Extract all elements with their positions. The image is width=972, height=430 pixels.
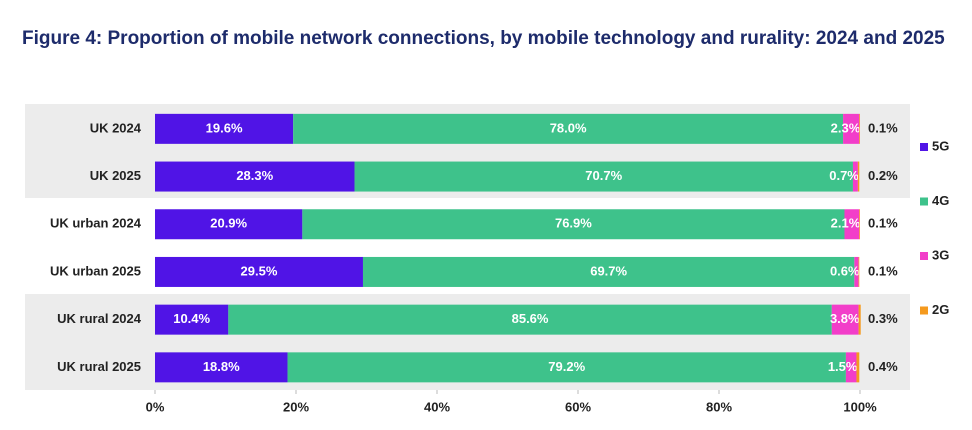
legend-label: 3G [932,247,949,262]
value-label: 0.3% [868,311,898,326]
legend-label: 2G [932,302,949,317]
value-label: 2.1% [831,216,861,231]
chart-title: Figure 4: Proportion of mobile network c… [22,28,945,49]
value-label: 0.1% [868,216,898,231]
bar-segment [155,352,288,383]
bar-segment [155,209,303,240]
value-label: 20.9% [210,216,247,231]
x-tick-label: 60% [565,399,591,414]
value-label: 0.1% [868,263,898,278]
value-label: 3.8% [830,311,860,326]
value-label: 0.1% [868,120,898,135]
bar-segment [843,113,860,144]
value-label: 1.5% [828,359,858,374]
bar-segment [852,161,858,192]
bar-segment [293,113,844,144]
value-label: 76.9% [555,216,592,231]
bar-segment [831,304,859,335]
value-label: 0.4% [868,359,898,374]
bar-segment [858,256,860,287]
value-label: 29.5% [241,263,278,278]
legend-label: 5G [932,138,949,153]
value-label: 18.8% [203,359,240,374]
value-label: 78.0% [550,120,587,135]
bar-segment [859,113,860,144]
x-tick-label: 0% [146,399,165,414]
value-label: 0.2% [868,168,898,183]
bar-segment [287,352,846,383]
value-label: 70.7% [585,168,622,183]
bar-segment [354,161,853,192]
value-label: 0.7% [829,168,859,183]
x-tick-label: 40% [424,399,450,414]
value-label: 28.3% [236,168,273,183]
y-tick-label: UK urban 2025 [50,263,141,278]
value-label: 69.7% [590,263,627,278]
value-label: 19.6% [206,120,243,135]
bar-segment [362,256,855,287]
y-tick-label: UK rural 2025 [57,359,141,374]
bar-segment [155,161,355,192]
y-tick-label: UK urban 2024 [50,216,142,231]
bar-segment [857,161,860,192]
bar-segment [228,304,832,335]
value-label: 79.2% [548,359,585,374]
bar-segment [854,256,859,287]
y-tick-label: UK 2025 [90,168,141,183]
bar-segment [302,209,845,240]
x-tick-label: 20% [283,399,309,414]
bar-segment [155,256,363,287]
value-label: 2.3% [831,120,861,135]
bar-segment [856,352,860,383]
bar-segment [844,209,860,240]
bar-segment [155,304,229,335]
legend-label: 4G [932,193,949,208]
bar-segment [845,352,857,383]
x-tick-label: 80% [706,399,732,414]
legend-swatch [920,197,928,206]
y-tick-label: UK 2024 [90,120,142,135]
legend-swatch [920,252,928,260]
legend-swatch [920,143,928,151]
bar-segment [155,113,294,144]
value-label: 85.6% [512,311,549,326]
bar-segment [858,304,861,335]
value-label: 0.6% [830,263,860,278]
bar-segment [859,209,860,240]
value-label: 10.4% [173,311,210,326]
y-tick-label: UK rural 2024 [57,311,142,326]
legend-swatch [920,306,928,315]
x-tick-label: 100% [843,399,877,414]
